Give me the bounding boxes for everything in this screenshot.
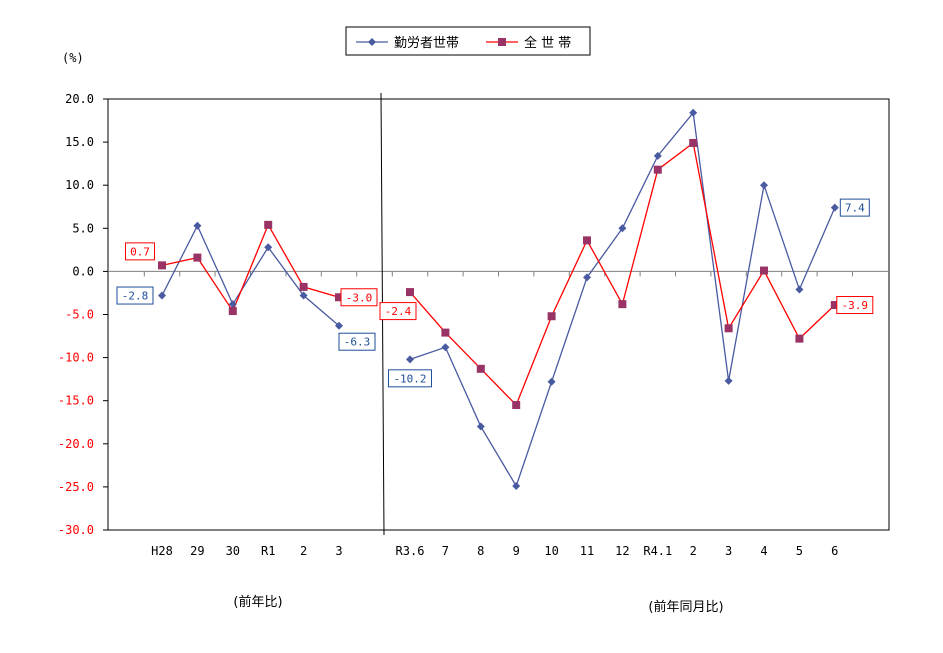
data-point-square [498, 38, 506, 46]
data-point-diamond [512, 482, 521, 491]
legend-box [345, 26, 591, 56]
data-point-square [158, 261, 166, 270]
y-tick-label: 10.0 [65, 178, 94, 192]
x-category-label: 30 [226, 544, 240, 558]
x-category-label: R1 [261, 544, 275, 558]
y-tick-label: -20.0 [58, 437, 94, 451]
series-line-all [161, 223, 340, 313]
data-point-diamond [653, 151, 662, 160]
data-point-diamond [368, 38, 376, 46]
x-category-label: 3 [725, 544, 732, 558]
x-category-label: 5 [796, 544, 803, 558]
data-point-square [760, 266, 768, 275]
data-label: -2.8 [122, 290, 149, 303]
x-category-label: 3 [335, 544, 342, 558]
data-label: -10.2 [393, 372, 426, 385]
data-label-box [379, 302, 417, 321]
data-point-diamond [583, 273, 591, 282]
data-point-diamond [228, 300, 237, 309]
data-point-square [299, 282, 308, 291]
data-point-diamond [830, 203, 839, 212]
x-category-label: 12 [615, 544, 629, 558]
legend: 勤労者世帯 全 世 帯 [345, 26, 591, 56]
series-line-workers [161, 224, 340, 327]
y-tick-label: -15.0 [58, 394, 94, 408]
data-point-diamond [724, 376, 733, 385]
x-category-label: 11 [580, 544, 594, 558]
data-point-diamond [760, 181, 768, 190]
data-point-diamond [158, 291, 166, 300]
data-label-box [839, 198, 870, 217]
data-point-square [547, 312, 556, 321]
panel-caption: (前年同月比) [648, 599, 723, 615]
data-point-square [228, 307, 237, 316]
data-point-diamond [335, 321, 343, 330]
y-tick-label: 5.0 [72, 221, 94, 235]
data-label: -2.4 [385, 305, 412, 318]
x-category-label: 10 [544, 544, 558, 558]
data-point-square [335, 293, 343, 302]
y-tick-label: -25.0 [58, 480, 94, 494]
data-point-square [583, 236, 591, 245]
data-label-box [836, 296, 874, 315]
x-category-label: 2 [690, 544, 697, 558]
data-point-diamond [795, 285, 804, 294]
x-category-label: R4.1 [643, 544, 672, 558]
data-point-square [441, 328, 450, 337]
x-category-label: 6 [831, 544, 838, 558]
data-point-diamond [264, 243, 273, 252]
x-category-label: 9 [513, 544, 520, 558]
data-point-square [193, 253, 202, 262]
x-category-label: 29 [190, 544, 204, 558]
plot-area [107, 98, 890, 531]
y-tick-label: 20.0 [65, 92, 94, 106]
data-point-square [618, 300, 627, 309]
y-tick-label: -5.0 [65, 308, 94, 322]
data-point-square [512, 401, 521, 410]
data-point-square [264, 220, 273, 229]
data-point-diamond [689, 108, 698, 117]
data-label: -3.0 [346, 291, 373, 304]
data-point-square [795, 334, 804, 343]
y-unit-label: (%) [62, 51, 84, 65]
data-label: 7.4 [845, 202, 865, 215]
data-point-square [830, 301, 839, 310]
x-category-label: 7 [442, 544, 449, 558]
data-label: -3.9 [842, 299, 869, 312]
data-point-square [406, 288, 414, 297]
data-point-diamond [618, 224, 627, 233]
data-point-diamond [193, 221, 202, 230]
x-category-label: R3.6 [396, 544, 425, 558]
x-category-label: 2 [300, 544, 307, 558]
data-point-square [476, 364, 485, 373]
x-category-label: 8 [477, 544, 484, 558]
y-tick-label: 0.0 [72, 264, 94, 278]
panel-caption: (前年比) [233, 594, 282, 610]
y-tick-label: 15.0 [65, 135, 94, 149]
data-label-box [338, 332, 376, 351]
data-label-box [125, 242, 155, 261]
data-point-diamond [299, 291, 308, 300]
legend-label: 勤労者世帯 [394, 36, 459, 51]
y-tick-label: -10.0 [58, 351, 94, 365]
data-label: -6.3 [344, 336, 371, 349]
data-label-box [388, 369, 432, 388]
data-point-diamond [476, 422, 485, 431]
data-label-box [340, 288, 378, 307]
data-point-diamond [406, 355, 414, 364]
data-point-square [724, 324, 733, 333]
data-point-square [653, 165, 662, 174]
data-label-box [116, 286, 154, 305]
data-point-diamond [547, 377, 556, 386]
data-label: 0.7 [130, 245, 150, 258]
x-category-label: 4 [760, 544, 767, 558]
y-tick-label: -30.0 [58, 523, 94, 537]
data-point-square [689, 138, 698, 147]
x-category-label: H28 [151, 544, 173, 558]
legend-label: 全 世 帯 [524, 35, 571, 51]
data-point-diamond [441, 343, 450, 352]
